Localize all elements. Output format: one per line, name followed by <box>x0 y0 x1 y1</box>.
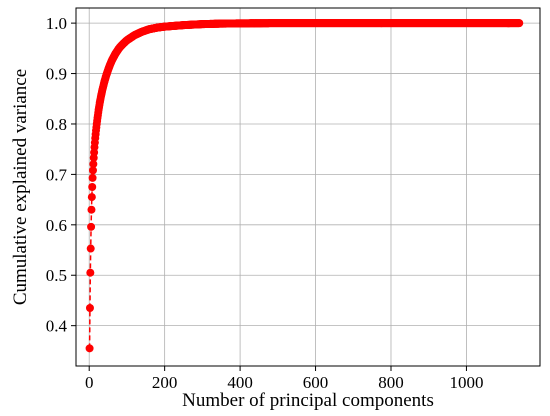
y-tick-label: 0.4 <box>46 317 68 336</box>
plot-frame <box>75 7 541 367</box>
tick-layer: 0 200 400 600 800 1000 0.4 0.5 0.6 0.7 0.8 0.9 1.0 <box>46 14 484 392</box>
data-point <box>86 244 95 253</box>
y-tick-label: 0.8 <box>46 115 67 134</box>
y-tick-label: 1.0 <box>46 14 67 33</box>
data-point <box>85 304 94 313</box>
data-point <box>87 205 96 214</box>
x-tick-label: 800 <box>378 373 404 392</box>
data-point <box>515 19 524 28</box>
x-tick-label: 600 <box>303 373 329 392</box>
x-axis-title: Number of principal components <box>182 390 434 411</box>
grid <box>76 8 540 366</box>
y-tick-label: 0.7 <box>46 165 68 184</box>
y-axis-title: Cumulative explained variance <box>10 69 31 305</box>
data-point <box>87 193 96 202</box>
data-point <box>88 183 97 191</box>
data-point <box>88 173 97 182</box>
data-point <box>87 222 96 231</box>
y-tick-label: 0.6 <box>46 216 67 235</box>
series-marker-layer <box>85 19 524 353</box>
series-line-layer <box>88 22 520 349</box>
data-point <box>86 268 95 277</box>
x-tick-label: 400 <box>227 373 253 392</box>
x-tick-label: 0 <box>85 373 94 392</box>
x-tick-label: 200 <box>152 373 178 392</box>
data-point <box>85 344 94 353</box>
y-tick-label: 0.9 <box>46 65 67 84</box>
series-line <box>88 22 520 349</box>
data-point <box>88 166 97 175</box>
x-tick-label: 1000 <box>449 373 483 392</box>
data-point <box>89 160 98 169</box>
y-tick-label: 0.5 <box>46 266 67 285</box>
